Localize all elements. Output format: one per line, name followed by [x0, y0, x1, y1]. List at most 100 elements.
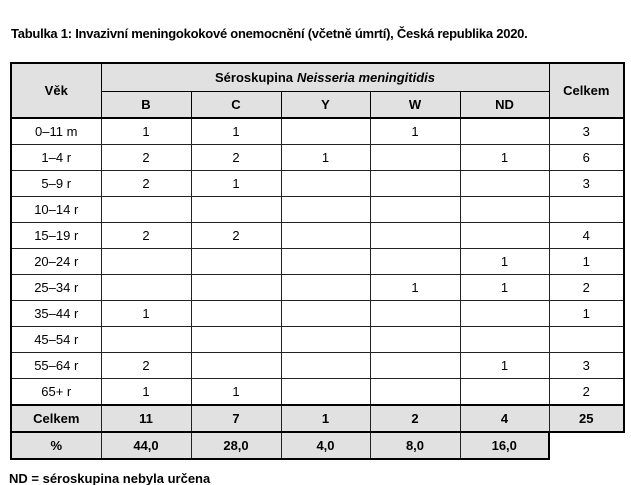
row-total-cell: 6 — [548, 143, 625, 171]
footnote: ND = séroskupina nebyla určena — [9, 470, 211, 485]
value-cell — [459, 377, 550, 405]
percent-value-cell: 44,0 — [100, 431, 192, 460]
value-cell: 2 — [100, 169, 192, 197]
header-col-b: B — [100, 90, 192, 119]
value-cell: 1 — [459, 247, 550, 275]
age-cell: 65+ r — [10, 377, 102, 405]
value-cell — [459, 195, 550, 223]
value-cell — [280, 377, 371, 405]
age-cell: 5–9 r — [10, 169, 102, 197]
table-row: 0–11 m 1 1 1 3 — [10, 117, 625, 145]
table-title: Tabulka 1: Invazivní meningokokové onemo… — [11, 26, 528, 41]
value-cell — [459, 221, 550, 249]
value-cell — [280, 117, 371, 145]
value-cell — [280, 351, 371, 379]
totals-value-cell: 4 — [459, 403, 550, 433]
row-total-cell: 3 — [548, 169, 625, 197]
outside-table-area — [548, 431, 624, 459]
totals-value-cell: 1 — [280, 403, 371, 433]
value-cell — [190, 195, 282, 223]
table-header: Věk Séroskupina Neisseria meningitidis Ce… — [10, 62, 625, 119]
value-cell: 1 — [190, 169, 282, 197]
totals-value-cell: 7 — [190, 403, 282, 433]
value-cell: 2 — [100, 221, 192, 249]
percent-value-cell: 16,0 — [459, 431, 550, 460]
value-cell — [369, 351, 461, 379]
document-page: Tabulka 1: Invazivní meningokokové onemo… — [0, 26, 631, 485]
percent-value-cell: 8,0 — [369, 431, 461, 460]
value-cell — [369, 169, 461, 197]
value-cell — [369, 247, 461, 275]
table-row: 10–14 r — [10, 195, 625, 223]
table-row: 5–9 r 2 1 3 — [10, 169, 625, 197]
row-total-cell — [548, 195, 625, 223]
header-total: Celkem — [548, 62, 625, 119]
value-cell — [369, 299, 461, 327]
value-cell — [369, 143, 461, 171]
value-cell — [459, 299, 550, 327]
age-cell: 25–34 r — [10, 273, 102, 301]
table-row: 1–4 r 2 2 1 1 6 — [10, 143, 625, 171]
value-cell: 2 — [190, 221, 282, 249]
percent-value-cell: 28,0 — [190, 431, 282, 460]
table-row: 20–24 r 1 1 — [10, 247, 625, 275]
serogroup-prefix: Séroskupina — [214, 69, 294, 85]
value-cell — [190, 247, 282, 275]
row-total-cell: 2 — [548, 377, 625, 405]
value-cell — [369, 377, 461, 405]
grand-total-cell: 25 — [548, 403, 625, 433]
row-total-cell: 3 — [548, 351, 625, 379]
table-row: 55–64 r 2 1 3 — [10, 351, 625, 379]
value-cell — [100, 273, 192, 301]
header-age: Věk — [10, 62, 102, 119]
value-cell: 1 — [190, 117, 282, 145]
age-cell: 0–11 m — [10, 117, 102, 145]
data-table: Věk Séroskupina Neisseria meningitidis Ce… — [10, 62, 625, 460]
age-cell: 1–4 r — [10, 143, 102, 171]
value-cell: 1 — [100, 117, 192, 145]
header-col-w: W — [369, 90, 461, 119]
percent-label-cell: % — [10, 431, 102, 460]
table-row: 25–34 r 1 1 2 — [10, 273, 625, 301]
age-cell: 10–14 r — [10, 195, 102, 223]
value-cell: 1 — [280, 143, 371, 171]
totals-row: Celkem 11 7 1 2 4 25 — [10, 403, 625, 433]
age-cell: 15–19 r — [10, 221, 102, 249]
value-cell — [190, 351, 282, 379]
serogroup-species: Neisseria meningitidis — [297, 69, 436, 85]
value-cell — [280, 325, 371, 353]
value-cell — [280, 221, 371, 249]
value-cell — [280, 169, 371, 197]
row-total-cell: 4 — [548, 221, 625, 249]
table-row: 65+ r 1 1 2 — [10, 377, 625, 405]
table-row: 15–19 r 2 2 4 — [10, 221, 625, 249]
value-cell — [459, 117, 550, 145]
value-cell: 1 — [190, 377, 282, 405]
percent-row: % 44,0 28,0 4,0 8,0 16,0 — [10, 431, 624, 460]
value-cell: 2 — [190, 143, 282, 171]
value-cell: 1 — [459, 273, 550, 301]
value-cell: 1 — [369, 117, 461, 145]
row-total-cell — [548, 325, 625, 353]
age-cell: 55–64 r — [10, 351, 102, 379]
value-cell: 1 — [459, 351, 550, 379]
value-cell — [100, 247, 192, 275]
value-cell — [369, 221, 461, 249]
value-cell: 1 — [459, 143, 550, 171]
value-cell — [280, 273, 371, 301]
value-cell — [190, 273, 282, 301]
value-cell: 1 — [100, 377, 192, 405]
value-cell — [190, 325, 282, 353]
value-cell — [459, 325, 550, 353]
table-row: 35–44 r 1 1 — [10, 299, 625, 327]
table-row: 45–54 r — [10, 325, 625, 353]
value-cell — [369, 195, 461, 223]
value-cell — [280, 195, 371, 223]
header-col-y: Y — [280, 90, 371, 119]
value-cell — [190, 299, 282, 327]
value-cell: 1 — [100, 299, 192, 327]
age-cell: 45–54 r — [10, 325, 102, 353]
totals-value-cell: 11 — [100, 403, 192, 433]
header-col-c: C — [190, 90, 282, 119]
row-total-cell: 1 — [548, 299, 625, 327]
